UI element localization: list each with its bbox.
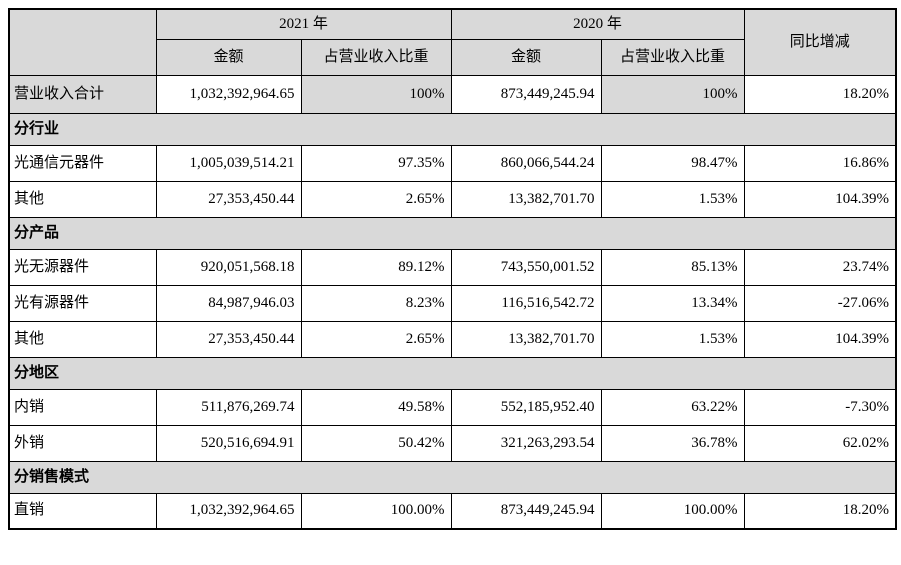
amount-2020-cell: 13,382,701.70 xyxy=(450,320,602,358)
ratio-2021-cell: 97.35% xyxy=(300,144,452,182)
yoy-cell: 18.20% xyxy=(743,74,897,114)
ratio-2021-cell: 49.58% xyxy=(300,388,452,426)
row-label: 营业收入合计 xyxy=(8,74,157,114)
section-label: 分地区 xyxy=(8,356,897,390)
yoy-cell: -7.30% xyxy=(743,388,897,426)
amount-2021-cell: 1,005,039,514.21 xyxy=(155,144,302,182)
ratio-2020-cell: 85.13% xyxy=(600,248,745,286)
row-label: 其他 xyxy=(8,320,157,358)
ratio-2020-cell: 100% xyxy=(600,74,745,114)
table-row-active-optical-devices: 光有源器件 84,987,946.03 8.23% 116,516,542.72… xyxy=(8,284,897,322)
amount-2020-cell: 743,550,001.52 xyxy=(450,248,602,286)
amount-2020-cell: 321,263,293.54 xyxy=(450,424,602,462)
table-row-other-product: 其他 27,353,450.44 2.65% 13,382,701.70 1.5… xyxy=(8,320,897,358)
amount-2021-cell: 520,516,694.91 xyxy=(155,424,302,462)
corner-cell xyxy=(8,8,157,76)
row-label: 内销 xyxy=(8,388,157,426)
ratio-2021-cell: 100% xyxy=(300,74,452,114)
amount-2021-cell: 1,032,392,964.65 xyxy=(155,74,302,114)
ratio-2021-cell: 89.12% xyxy=(300,248,452,286)
ratio-2021-cell: 100.00% xyxy=(300,492,452,530)
table-row-other-industry: 其他 27,353,450.44 2.65% 13,382,701.70 1.5… xyxy=(8,180,897,218)
row-label: 光通信元器件 xyxy=(8,144,157,182)
row-label: 其他 xyxy=(8,180,157,218)
section-row-by-industry: 分行业 xyxy=(8,112,897,146)
ratio-2020-cell: 13.34% xyxy=(600,284,745,322)
amount-2020-cell: 873,449,245.94 xyxy=(450,492,602,530)
row-label: 光有源器件 xyxy=(8,284,157,322)
section-label: 分行业 xyxy=(8,112,897,146)
section-row-by-product: 分产品 xyxy=(8,216,897,250)
ratio-2020-header: 占营业收入比重 xyxy=(600,38,745,76)
yoy-cell: 16.86% xyxy=(743,144,897,182)
amount-2021-cell: 511,876,269.74 xyxy=(155,388,302,426)
yoy-cell: 23.74% xyxy=(743,248,897,286)
amount-2020-cell: 116,516,542.72 xyxy=(450,284,602,322)
yoy-header: 同比增减 xyxy=(743,8,897,76)
section-label: 分产品 xyxy=(8,216,897,250)
amount-2021-cell: 84,987,946.03 xyxy=(155,284,302,322)
amount-2021-cell: 1,032,392,964.65 xyxy=(155,492,302,530)
amount-2020-cell: 552,185,952.40 xyxy=(450,388,602,426)
section-label: 分销售模式 xyxy=(8,460,897,494)
ratio-2020-cell: 1.53% xyxy=(600,180,745,218)
ratio-2020-cell: 100.00% xyxy=(600,492,745,530)
amount-2021-header: 金额 xyxy=(155,38,302,76)
table-row-domestic-sales: 内销 511,876,269.74 49.58% 552,185,952.40 … xyxy=(8,388,897,426)
table-row-total-revenue: 营业收入合计 1,032,392,964.65 100% 873,449,245… xyxy=(8,74,897,114)
table-row-direct-sales: 直销 1,032,392,964.65 100.00% 873,449,245.… xyxy=(8,492,897,530)
ratio-2020-cell: 36.78% xyxy=(600,424,745,462)
ratio-2021-cell: 2.65% xyxy=(300,180,452,218)
yoy-cell: -27.06% xyxy=(743,284,897,322)
section-row-by-sales-model: 分销售模式 xyxy=(8,460,897,494)
row-label: 直销 xyxy=(8,492,157,530)
ratio-2021-cell: 8.23% xyxy=(300,284,452,322)
ratio-2020-cell: 1.53% xyxy=(600,320,745,358)
amount-2020-cell: 860,066,544.24 xyxy=(450,144,602,182)
amount-2020-cell: 13,382,701.70 xyxy=(450,180,602,218)
year-2021-header: 2021 年 xyxy=(155,8,452,40)
amount-2021-cell: 920,051,568.18 xyxy=(155,248,302,286)
row-label: 光无源器件 xyxy=(8,248,157,286)
yoy-cell: 18.20% xyxy=(743,492,897,530)
amount-2020-header: 金额 xyxy=(450,38,602,76)
row-label: 外销 xyxy=(8,424,157,462)
ratio-2021-cell: 2.65% xyxy=(300,320,452,358)
amount-2020-cell: 873,449,245.94 xyxy=(450,74,602,114)
amount-2021-cell: 27,353,450.44 xyxy=(155,180,302,218)
year-2020-header: 2020 年 xyxy=(450,8,745,40)
amount-2021-cell: 27,353,450.44 xyxy=(155,320,302,358)
table-row-optical-comm-components: 光通信元器件 1,005,039,514.21 97.35% 860,066,5… xyxy=(8,144,897,182)
yoy-cell: 104.39% xyxy=(743,180,897,218)
yoy-cell: 62.02% xyxy=(743,424,897,462)
ratio-2020-cell: 63.22% xyxy=(600,388,745,426)
table-row-passive-optical-devices: 光无源器件 920,051,568.18 89.12% 743,550,001.… xyxy=(8,248,897,286)
revenue-breakdown-table: 2021 年 2020 年 同比增减 金额 占营业收入比重 金额 占营业收入比重… xyxy=(8,8,898,530)
ratio-2021-cell: 50.42% xyxy=(300,424,452,462)
ratio-2021-header: 占营业收入比重 xyxy=(300,38,452,76)
table-row-export-sales: 外销 520,516,694.91 50.42% 321,263,293.54 … xyxy=(8,424,897,462)
section-row-by-region: 分地区 xyxy=(8,356,897,390)
ratio-2020-cell: 98.47% xyxy=(600,144,745,182)
yoy-cell: 104.39% xyxy=(743,320,897,358)
